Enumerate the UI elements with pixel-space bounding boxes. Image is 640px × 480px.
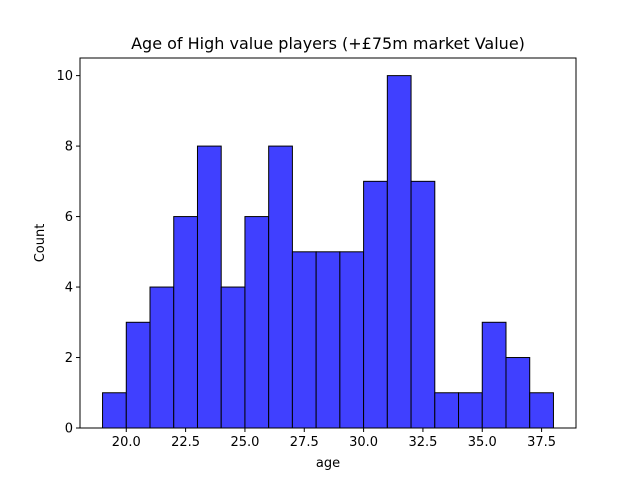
- y-axis-label: Count: [33, 224, 48, 263]
- y-tick-label-5: 10: [56, 69, 73, 84]
- histogram-bar-15: [458, 392, 483, 429]
- histogram-bar-3: [173, 216, 198, 429]
- x-tick-label-2: 25.0: [230, 435, 259, 450]
- x-tick-label-6: 35.0: [468, 435, 497, 450]
- histogram-bar-14: [434, 392, 460, 429]
- x-ticks-group: 20.0 22.5 25.0 27.5 30.0 32.5 35.0 37.5: [112, 428, 556, 450]
- y-ticks-group: 0 2 4 6 8 10: [56, 69, 80, 437]
- histogram-bar-1: [125, 321, 151, 429]
- y-tick-label-2: 4: [65, 281, 73, 296]
- plot-frame: [79, 57, 577, 429]
- x-tick-label-1: 22.5: [171, 435, 200, 450]
- histogram-bar-2: [149, 286, 175, 429]
- y-tick-label-1: 2: [65, 351, 73, 366]
- histogram-bar-12: [386, 75, 412, 429]
- histogram-bar-0: [102, 392, 127, 429]
- y-tick-label-4: 8: [65, 140, 73, 155]
- x-tick-label-3: 27.5: [290, 435, 319, 450]
- y-tick-label-3: 6: [65, 210, 73, 225]
- histogram-bar-10: [339, 251, 365, 429]
- histogram-bar-13: [410, 180, 436, 429]
- y-tick-label-0: 0: [65, 422, 73, 437]
- histogram-bar-5: [220, 286, 246, 429]
- histogram-bar-17: [505, 357, 531, 429]
- x-tick-label-5: 32.5: [408, 435, 437, 450]
- histogram-bar-18: [529, 392, 554, 429]
- x-tick-label-4: 30.0: [349, 435, 378, 450]
- x-axis-label: age: [316, 456, 340, 471]
- histogram-bar-6: [244, 216, 270, 429]
- histogram-bar-9: [315, 251, 341, 429]
- histogram-bar-16: [481, 321, 507, 429]
- x-tick-label-0: 20.0: [112, 435, 141, 450]
- histogram-bar-11: [363, 180, 388, 429]
- histogram-bar-7: [268, 145, 293, 429]
- histogram-bar-4: [196, 145, 222, 429]
- histogram-bar-8: [291, 251, 317, 429]
- bars-group: [102, 75, 554, 429]
- x-tick-label-7: 37.5: [527, 435, 556, 450]
- chart-title: Age of High value players (+£75m market …: [131, 34, 525, 53]
